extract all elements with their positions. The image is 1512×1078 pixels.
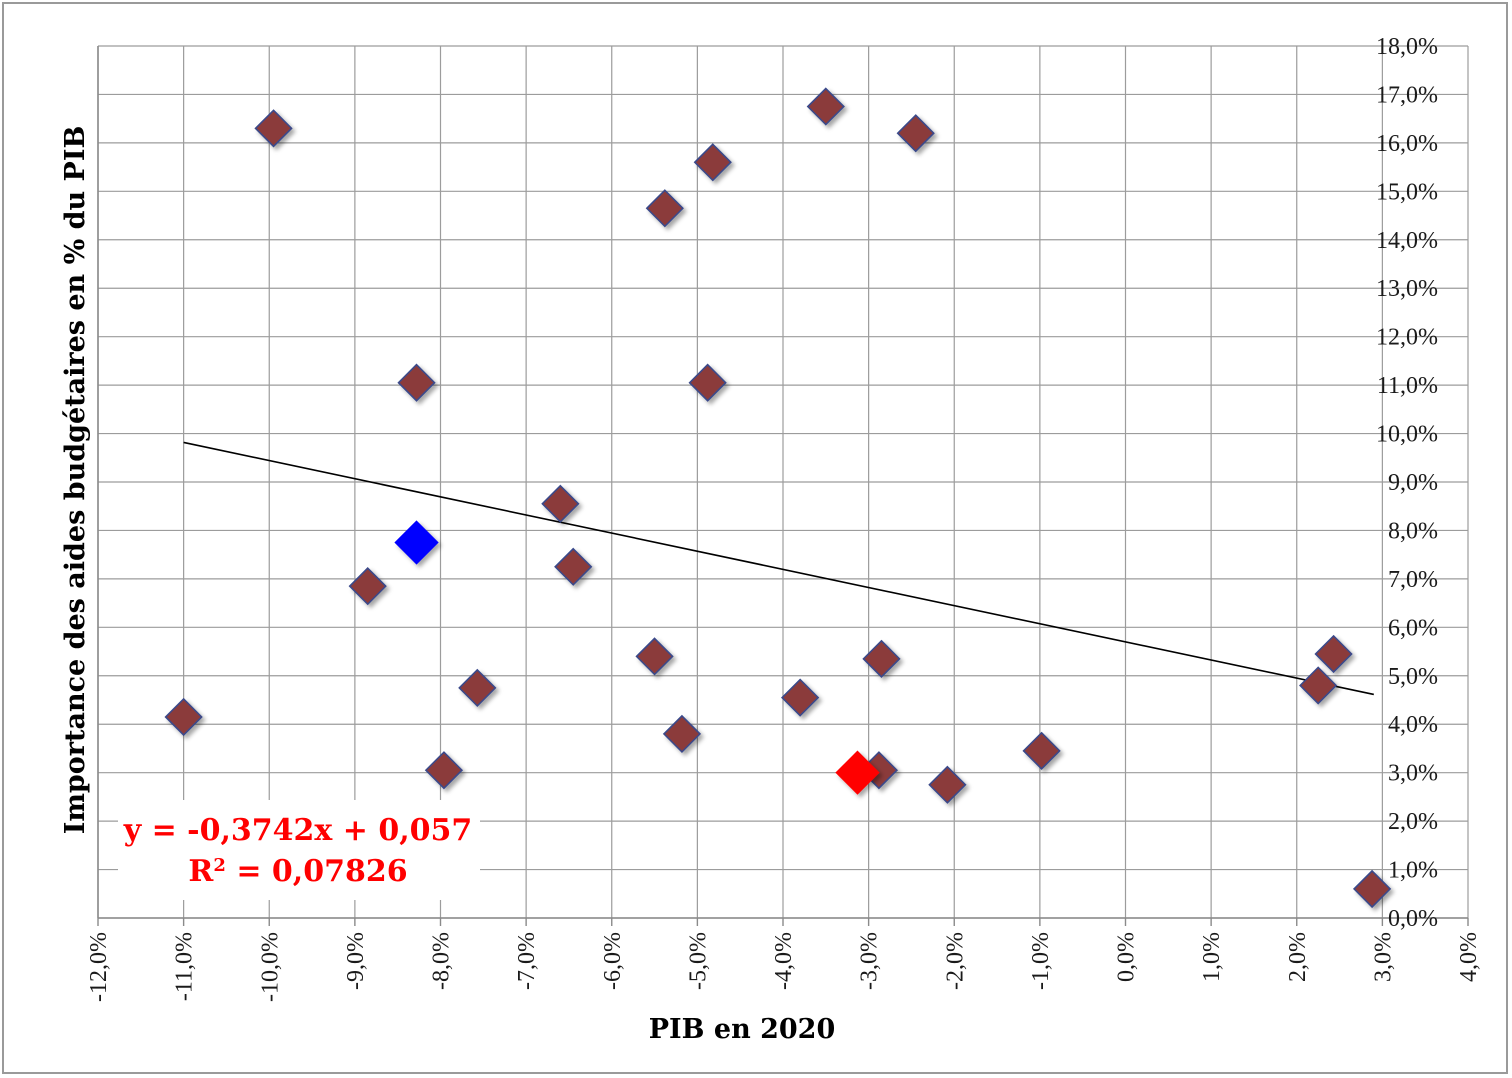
trendline xyxy=(183,441,1374,696)
y-tick-label: 3,0% xyxy=(1388,761,1438,787)
data-point xyxy=(896,114,935,153)
y-tick-label: 8,0% xyxy=(1388,518,1438,544)
x-tick-label: -4,0% xyxy=(771,932,797,990)
y-tick-labels: 0,0% 1,0% 2,0% 3,0% 4,0% 5,0% 6,0% 7,0% 8,0% 9,0%… xyxy=(1376,34,1438,932)
y-axis-title: Importance des aides budgétaires en % du… xyxy=(60,126,91,835)
y-tick-label: 2,0% xyxy=(1388,809,1438,835)
x-tick-label: -11,0% xyxy=(172,932,198,1001)
equation-box xyxy=(118,800,480,900)
x-tick-label: 4,0% xyxy=(1456,932,1482,982)
grid-lines xyxy=(97,45,1469,919)
x-tick-label: -5,0% xyxy=(685,932,711,990)
data-point xyxy=(554,547,593,586)
data-point xyxy=(780,678,820,717)
highlight-point-blue xyxy=(394,520,439,565)
x-tick-label: 1,0% xyxy=(1199,932,1225,982)
data-point xyxy=(688,363,727,402)
y-tick-label: 13,0% xyxy=(1376,276,1438,302)
data-point xyxy=(862,639,901,678)
y-tick-label: 16,0% xyxy=(1376,131,1438,157)
x-tick-label: -1,0% xyxy=(1028,932,1054,990)
trendline-equation: y = -0,3742x + 0,057 xyxy=(123,813,473,848)
data-point xyxy=(1314,634,1353,674)
data-points xyxy=(164,87,1392,909)
y-tick-label: 4,0% xyxy=(1388,712,1438,738)
data-point xyxy=(424,751,464,790)
data-point xyxy=(254,109,293,148)
r2-superscript: 2 xyxy=(213,855,226,876)
x-axis-title: PIB en 2020 xyxy=(649,1014,836,1045)
x-tick-label: 2,0% xyxy=(1285,932,1311,982)
y-tick-label: 12,0% xyxy=(1376,325,1438,351)
data-point xyxy=(635,637,674,676)
trendline-r2: R2 = 0,07826 xyxy=(188,854,407,889)
r2-prefix: R xyxy=(188,854,214,889)
x-tick-label: 3,0% xyxy=(1370,932,1396,982)
data-point xyxy=(1352,869,1392,909)
y-tick-label: 0,0% xyxy=(1388,906,1438,932)
y-tick-label: 7,0% xyxy=(1388,567,1438,593)
x-tick-label: -3,0% xyxy=(857,932,883,990)
y-tick-label: 11,0% xyxy=(1377,373,1438,399)
x-tick-label: -12,0% xyxy=(86,932,112,1002)
data-point xyxy=(928,765,967,804)
x-tick-label: -10,0% xyxy=(257,932,283,1002)
y-tick-label: 9,0% xyxy=(1388,470,1438,496)
data-point xyxy=(1022,731,1061,770)
trendline-group xyxy=(183,441,1374,696)
data-point xyxy=(348,567,387,606)
x-tick-label: -8,0% xyxy=(429,932,455,990)
highlight-point-red xyxy=(835,750,880,795)
data-point xyxy=(662,714,702,754)
y-tick-label: 17,0% xyxy=(1376,82,1438,108)
data-point xyxy=(164,697,203,737)
y-tick-label: 6,0% xyxy=(1388,615,1438,641)
x-tick-label: 0,0% xyxy=(1114,932,1140,982)
data-point xyxy=(645,189,684,228)
y-tick-label: 14,0% xyxy=(1376,228,1438,254)
y-tick-label: 10,0% xyxy=(1376,422,1438,448)
data-point xyxy=(397,363,436,402)
y-tick-label: 1,0% xyxy=(1388,858,1438,884)
x-tick-label: -2,0% xyxy=(942,932,968,990)
x-tick-labels: -12,0% -11,0% -10,0% -9,0% -8,0% -7,0% -6,0% -5… xyxy=(86,932,1482,1002)
data-point xyxy=(541,484,580,523)
data-point xyxy=(693,143,732,182)
data-point xyxy=(806,87,845,126)
y-tick-label: 18,0% xyxy=(1376,34,1438,60)
r2-value: = 0,07826 xyxy=(226,854,408,889)
data-point xyxy=(458,668,497,708)
x-tick-label: -9,0% xyxy=(343,932,369,990)
y-tick-label: 5,0% xyxy=(1388,664,1438,690)
x-tick-label: -6,0% xyxy=(600,932,626,990)
data-point xyxy=(1299,666,1338,705)
axes xyxy=(97,46,1469,926)
y-tick-label: 15,0% xyxy=(1376,179,1438,205)
x-tick-label: -7,0% xyxy=(514,932,540,990)
